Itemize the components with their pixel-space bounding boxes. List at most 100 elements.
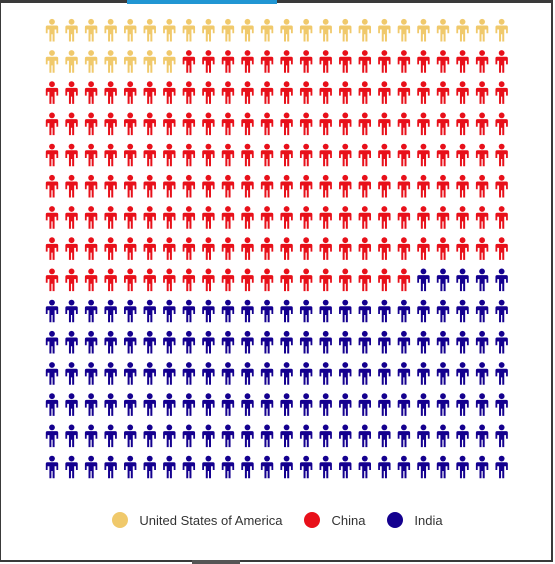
person-icon-india — [143, 362, 156, 385]
person-icon-india — [182, 455, 196, 479]
person-icon-china — [260, 143, 274, 167]
person-icon-china — [241, 81, 254, 104]
person-icon-china — [280, 81, 293, 104]
person-icon-india — [417, 393, 430, 416]
person-icon-china — [436, 143, 450, 167]
person-icon-india — [124, 362, 137, 385]
person-icon-india — [397, 299, 411, 323]
person-icon-india — [104, 299, 117, 323]
legend-item-china[interactable]: China — [304, 512, 365, 528]
person-icon-india — [280, 299, 293, 323]
person-icon-china — [182, 174, 196, 198]
person-icon-china — [397, 206, 411, 229]
person-icon-china — [378, 237, 391, 260]
person-icon-china — [45, 174, 59, 198]
person-icon-united-states-of-america — [319, 18, 332, 42]
person-icon-china — [260, 50, 274, 73]
person-icon-india — [65, 424, 78, 448]
person-icon-india — [65, 393, 78, 416]
person-icon-india — [495, 362, 508, 385]
person-icon-india — [417, 299, 430, 323]
person-icon-china — [495, 174, 508, 198]
person-icon-china — [319, 50, 332, 73]
person-icon-china — [436, 237, 450, 260]
legend-item-usa[interactable]: United States of America — [112, 512, 282, 528]
person-icon-india — [475, 268, 489, 292]
person-icon-china — [65, 143, 78, 167]
person-icon-china — [475, 143, 489, 167]
person-icon-india — [358, 455, 371, 479]
person-icon-china — [241, 206, 254, 229]
person-icon-india — [104, 362, 117, 385]
person-icon-china — [241, 174, 254, 198]
person-icon-china — [143, 174, 156, 198]
person-icon-india — [241, 299, 254, 323]
person-icon-united-states-of-america — [417, 18, 430, 42]
person-icon-india — [358, 424, 371, 448]
person-icon-china — [124, 268, 137, 292]
person-icon-china — [397, 50, 411, 73]
person-icon-china — [45, 143, 59, 167]
person-icon-china — [475, 237, 489, 260]
person-icon-india — [124, 393, 137, 416]
person-icon-china — [202, 174, 215, 198]
person-icon-india — [45, 424, 59, 448]
person-icon-china — [182, 50, 196, 73]
person-icon-india — [143, 299, 156, 323]
person-icon-united-states-of-america — [221, 18, 235, 42]
person-icon-india — [202, 362, 215, 385]
person-icon-india — [163, 330, 176, 354]
person-icon-china — [65, 237, 78, 260]
person-icon-china — [182, 237, 196, 260]
person-icon-china — [163, 112, 176, 136]
person-icon-india — [319, 455, 332, 479]
person-icon-india — [182, 362, 196, 385]
person-icon-india — [241, 424, 254, 448]
person-icon-china — [299, 268, 313, 292]
person-icon-china — [280, 112, 293, 136]
legend-item-india[interactable]: India — [387, 512, 443, 528]
person-icon-india — [104, 393, 117, 416]
person-icon-united-states-of-america — [65, 50, 78, 73]
person-icon-india — [319, 299, 332, 323]
person-icon-united-states-of-america — [124, 18, 137, 42]
person-icon-china — [280, 50, 293, 73]
person-icon-india — [221, 455, 235, 479]
person-icon-china — [163, 206, 176, 229]
person-icon-india — [495, 330, 508, 354]
person-icon-india — [299, 299, 313, 323]
person-icon-china — [124, 143, 137, 167]
person-icon-india — [280, 330, 293, 354]
person-icon-china — [436, 174, 450, 198]
window-bottom-handle[interactable] — [192, 560, 240, 564]
person-icon-china — [260, 81, 274, 104]
person-icon-china — [202, 112, 215, 136]
person-icon-india — [397, 362, 411, 385]
person-icon-china — [397, 268, 411, 292]
person-icon-india — [436, 362, 450, 385]
person-icon-china — [417, 206, 430, 229]
person-icon-china — [202, 50, 215, 73]
person-icon-india — [163, 362, 176, 385]
person-icon-india — [182, 330, 196, 354]
person-icon-united-states-of-america — [456, 18, 469, 42]
person-icon-china — [143, 206, 156, 229]
person-icon-india — [84, 330, 98, 354]
person-icon-china — [221, 81, 235, 104]
person-icon-india — [182, 393, 196, 416]
person-icon-india — [202, 455, 215, 479]
person-icon-india — [45, 455, 59, 479]
person-icon-china — [417, 143, 430, 167]
person-icon-china — [260, 237, 274, 260]
person-icon-china — [104, 268, 117, 292]
person-icon-china — [84, 268, 98, 292]
person-icon-china — [84, 237, 98, 260]
person-icon-china — [65, 174, 78, 198]
person-icon-china — [417, 81, 430, 104]
person-icon-china — [241, 268, 254, 292]
legend-label-china: China — [331, 512, 366, 528]
person-icon-china — [182, 143, 196, 167]
person-icon-india — [65, 455, 78, 479]
person-icon-india — [260, 424, 274, 448]
person-icon-india — [456, 299, 469, 323]
